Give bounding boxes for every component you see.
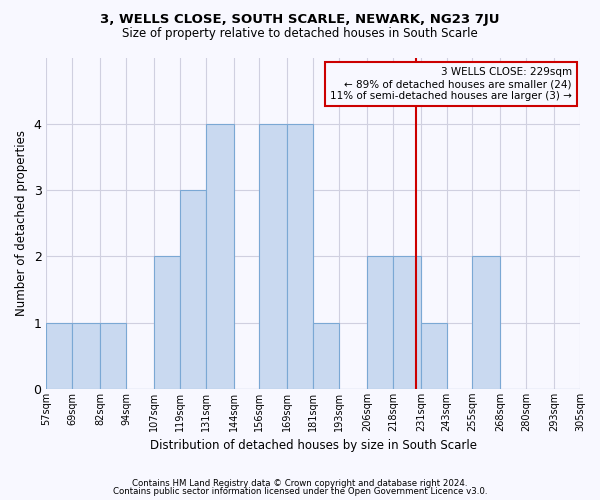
Bar xyxy=(206,124,233,389)
Bar xyxy=(46,322,72,389)
Bar xyxy=(154,256,180,389)
Bar xyxy=(313,322,339,389)
Y-axis label: Number of detached properties: Number of detached properties xyxy=(15,130,28,316)
Bar xyxy=(259,124,287,389)
Bar xyxy=(72,322,100,389)
Bar xyxy=(180,190,206,389)
Bar xyxy=(287,124,313,389)
Bar xyxy=(393,256,421,389)
X-axis label: Distribution of detached houses by size in South Scarle: Distribution of detached houses by size … xyxy=(150,440,477,452)
Bar xyxy=(421,322,446,389)
Text: 3, WELLS CLOSE, SOUTH SCARLE, NEWARK, NG23 7JU: 3, WELLS CLOSE, SOUTH SCARLE, NEWARK, NG… xyxy=(100,12,500,26)
Bar xyxy=(100,322,126,389)
Text: 3 WELLS CLOSE: 229sqm
← 89% of detached houses are smaller (24)
11% of semi-deta: 3 WELLS CLOSE: 229sqm ← 89% of detached … xyxy=(330,68,572,100)
Text: Size of property relative to detached houses in South Scarle: Size of property relative to detached ho… xyxy=(122,28,478,40)
Text: Contains HM Land Registry data © Crown copyright and database right 2024.: Contains HM Land Registry data © Crown c… xyxy=(132,478,468,488)
Bar xyxy=(472,256,500,389)
Text: Contains public sector information licensed under the Open Government Licence v3: Contains public sector information licen… xyxy=(113,487,487,496)
Bar xyxy=(367,256,393,389)
